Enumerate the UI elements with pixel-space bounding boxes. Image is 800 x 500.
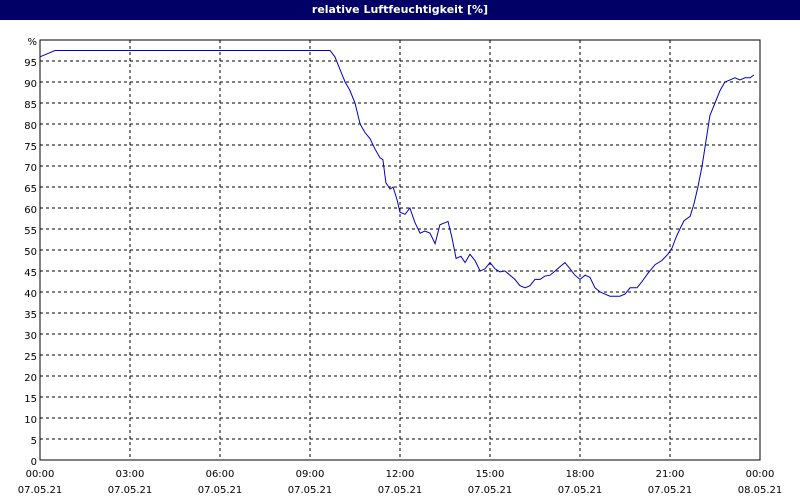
data-line [39, 50, 755, 297]
x-tick-date: 07.05.21 [108, 485, 153, 496]
x-tick-date: 08.05.21 [738, 485, 783, 496]
y-tick-label: 40 [24, 289, 37, 300]
x-tick-label: 21:00 [656, 469, 685, 480]
y-tick-label: 0 [31, 457, 37, 468]
y-tick-label: 60 [24, 205, 37, 216]
y-tick-label: 55 [24, 226, 37, 237]
x-tick-label: 12:00 [386, 469, 415, 480]
x-tick-date: 07.05.21 [288, 485, 333, 496]
y-tick-label: 30 [24, 331, 37, 342]
y-tick-label: 65 [24, 184, 37, 195]
x-tick-date: 07.05.21 [558, 485, 603, 496]
x-tick-label: 00:00 [746, 469, 775, 480]
y-tick-label: 45 [24, 268, 37, 279]
x-tick-date: 07.05.21 [468, 485, 513, 496]
y-tick-label: 75 [24, 142, 37, 153]
y-tick-label: 25 [24, 352, 37, 363]
y-tick-label: 80 [24, 121, 37, 132]
x-tick-label: 06:00 [206, 469, 235, 480]
x-tick-label: 09:00 [296, 469, 325, 480]
x-tick-label: 03:00 [116, 469, 145, 480]
y-tick-label: 85 [24, 100, 37, 111]
y-tick-label: 10 [24, 415, 37, 426]
y-tick-label: 20 [24, 373, 37, 384]
y-tick-label: % [27, 37, 37, 48]
x-tick-date: 07.05.21 [648, 485, 693, 496]
x-tick-date: 07.05.21 [198, 485, 243, 496]
title-bar [0, 0, 800, 20]
x-tick-label: 18:00 [566, 469, 595, 480]
chart-title: relative Luftfeuchtigkeit [%] [312, 3, 488, 16]
y-tick-label: 15 [24, 394, 37, 405]
x-tick-date: 07.05.21 [18, 485, 63, 496]
y-tick-label: 70 [24, 163, 37, 174]
y-tick-label: 95 [24, 58, 37, 69]
y-tick-label: 50 [24, 247, 37, 258]
y-tick-label: 35 [24, 310, 37, 321]
x-tick-date: 07.05.21 [378, 485, 423, 496]
y-tick-label: 90 [24, 79, 37, 90]
y-tick-label: 5 [31, 436, 37, 447]
x-tick-label: 15:00 [476, 469, 505, 480]
x-tick-label: 00:00 [26, 469, 55, 480]
